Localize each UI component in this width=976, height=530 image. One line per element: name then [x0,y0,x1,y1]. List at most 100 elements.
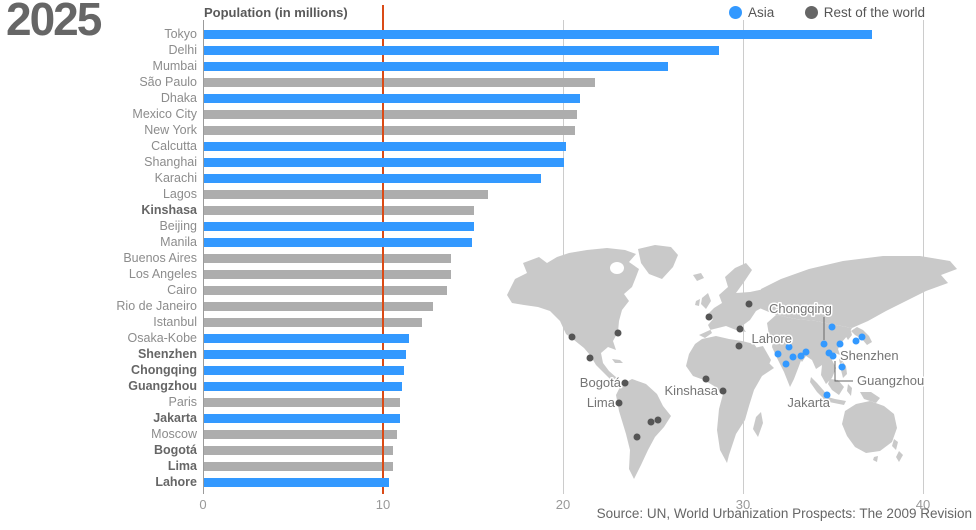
land-java [823,396,846,405]
map-city-label: Lahore [752,331,792,346]
land-south-america [616,379,671,479]
bar [204,269,451,279]
map-city-dot [654,416,662,424]
bar-row-label: Istanbul [153,315,197,329]
map-city-dot [838,363,846,371]
bar [204,221,474,231]
bar-row-label: Chongqing [131,363,197,377]
map-city-dot [568,333,576,341]
world-landmasses [507,245,957,479]
bar-row-label: Shanghai [144,155,197,169]
map-city-dot [858,333,866,341]
map-city-dot [614,329,622,337]
bar-row-label: Rio de Janeiro [116,299,197,313]
land-australia [842,401,897,453]
legend-item-rest: Rest of the world [804,4,926,22]
map-city-dot [774,350,782,358]
map-city-dot [797,352,805,360]
map-city-dot [647,418,655,426]
map-city-dot [633,433,641,441]
bar [204,29,872,39]
axis-title: Population (in millions) [204,5,348,20]
bar [204,253,451,263]
y-axis-line [203,20,204,494]
map-city-label: Guangzhou [857,373,924,388]
land-north-america [507,248,639,388]
bar-row-label: Dhaka [160,91,197,105]
bar-row-label: Paris [168,395,197,409]
map-city-dot [785,343,793,351]
bar [204,125,575,135]
land-china-se-asia [767,315,852,384]
land-taiwan [839,357,843,364]
bar [204,301,433,311]
bar-row-label: Manila [160,235,197,249]
bar [204,381,402,391]
land-korea [845,328,852,340]
bar [204,93,580,103]
x-tick-label: 0 [199,497,207,512]
bar-row-label: Calcutta [151,139,197,153]
bar-row-label: Beijing [159,219,197,233]
map-city-dot [828,323,836,331]
bar-row-label: Bogotá [153,443,197,457]
bar [204,349,406,359]
x-tick-label: 40 [915,497,931,512]
bar [204,429,397,439]
x-tick-label: 20 [555,497,571,512]
map-city-label: Lima [587,395,616,410]
map-city-dot [615,399,623,407]
map-city-dot [823,391,831,399]
bar-row-label: Cairo [167,283,197,297]
land-britain [701,293,711,309]
legend: Asia Rest of the world [729,4,951,20]
map-city-dot [820,340,828,348]
bar [204,461,393,471]
source-note: Source: UN, World Urbanization Prospects… [596,506,972,521]
bar [204,205,474,215]
land-borneo [828,379,844,395]
legend-item-asia: Asia [729,4,774,22]
bar [204,285,447,295]
bar-row-label: New York [144,123,197,137]
bar-row-label: Buenos Aires [123,251,197,265]
map-city-dot [836,340,844,348]
land-north-asia [757,256,957,328]
bar [204,333,409,343]
bar-row-label: Guangzhou [128,379,197,393]
bar [204,109,577,119]
bar-row-label: Moscow [151,427,197,441]
bar-row-label: Jakarta [153,411,197,425]
map-city-dot [736,325,744,333]
land-greenland [638,245,678,279]
bar [204,237,472,247]
hudson-bay [610,262,624,274]
bar-row-label: Mumbai [152,59,197,73]
map-city-label: Shenzhen [840,348,899,363]
map-city-dot [829,352,837,360]
bar [204,413,400,423]
bar-row-label: Mexico City [132,107,197,121]
land-new-zealand-north [892,439,898,450]
legend-rest-label: Rest of the world [823,5,926,20]
land-africa [686,336,774,463]
map-city-dot [782,360,790,368]
map-city-label: Chongqing [769,301,832,316]
map-city-label: Jakarta [787,395,830,410]
bar-row-label: Lima [167,459,197,473]
bar-row-label: Shenzhen [137,347,197,361]
bar-row-label: Lahore [155,475,197,489]
land-cuba [612,359,623,363]
bar-row-label: Tokyo [164,27,197,41]
bar-row-label: Karachi [154,171,197,185]
land-new-zealand-south [896,451,903,462]
gridline [743,20,744,494]
bar [204,173,541,183]
x-tick-label: 30 [735,497,751,512]
land-sulawesi [847,384,852,396]
bar [204,445,393,455]
land-arabia [750,346,771,373]
rest-of-world-legend-dot-icon [804,6,818,19]
map-city-dot [702,375,710,383]
